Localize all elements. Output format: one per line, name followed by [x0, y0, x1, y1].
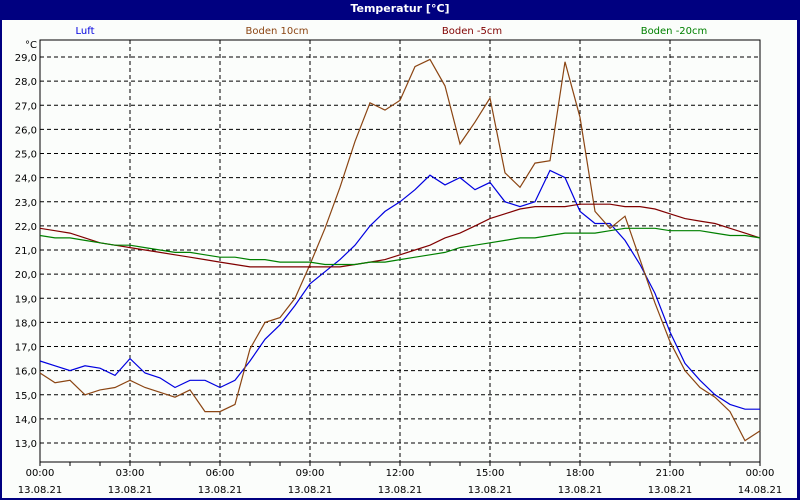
temperature-line-chart: Luft Boden 10cm Boden -5cm Boden -20cm °C 29,…: [15, 26, 783, 496]
x-tick-time: 12:00: [386, 468, 415, 479]
x-tick-date: 13.08.21: [18, 485, 63, 496]
y-tick-label: 28,0: [15, 77, 37, 88]
legend-item: Luft: [76, 26, 95, 37]
x-tick-date: 13.08.21: [288, 485, 333, 496]
x-tick-date: 13.08.21: [108, 485, 153, 496]
series-line: [39, 227, 761, 266]
y-unit-label: °C: [25, 40, 37, 51]
y-tick-label: 27,0: [15, 101, 37, 112]
series-line: [39, 169, 760, 410]
x-tick-date: 13.08.21: [648, 485, 693, 496]
x-tick-date: 13.08.21: [198, 485, 243, 496]
x-tick-time: 06:00: [206, 468, 235, 479]
x-tick-date: 13.08.21: [378, 485, 423, 496]
y-tick-label: 19,0: [15, 294, 37, 305]
y-tick-label: 25,0: [15, 150, 37, 161]
legend-item: Boden -5cm: [442, 26, 502, 37]
y-tick-label: 18,0: [15, 318, 37, 329]
chart-area: Luft Boden 10cm Boden -5cm Boden -20cm °C 29,…: [2, 20, 797, 498]
y-tick-label: 22,0: [15, 222, 37, 233]
y-tick-label: 21,0: [15, 246, 37, 257]
y-tick-label: 20,0: [15, 270, 37, 281]
series-line: [39, 203, 761, 268]
x-tick-time: 21:00: [656, 468, 685, 479]
y-tick-label: 15,0: [15, 391, 37, 402]
y-tick-label: 24,0: [15, 174, 37, 185]
legend-item: Boden -20cm: [641, 26, 708, 37]
y-tick-label: 29,0: [15, 53, 37, 64]
x-tick-time: 18:00: [566, 468, 595, 479]
x-tick-time: 03:00: [116, 468, 145, 479]
y-tick-label: 23,0: [15, 198, 37, 209]
chart-title: Temperatur [°C]: [0, 0, 800, 20]
plot-frame: [39, 39, 761, 463]
x-tick-time: 09:00: [296, 468, 325, 479]
y-tick-label: 17,0: [15, 343, 37, 354]
legend-item: Boden 10cm: [246, 26, 309, 37]
x-tick-time: 15:00: [476, 468, 505, 479]
series-line: [39, 58, 761, 442]
y-tick-label: 26,0: [15, 125, 37, 136]
x-tick-time: 00:00: [26, 468, 55, 479]
x-tick-date: 13.08.21: [468, 485, 513, 496]
x-tick-time: 00:00: [746, 468, 775, 479]
y-tick-label: 16,0: [15, 367, 37, 378]
y-tick-label: 13,0: [15, 439, 37, 450]
x-tick-date: 14.08.21: [738, 485, 783, 496]
x-tick-date: 13.08.21: [558, 485, 603, 496]
y-tick-label: 14,0: [15, 415, 37, 426]
